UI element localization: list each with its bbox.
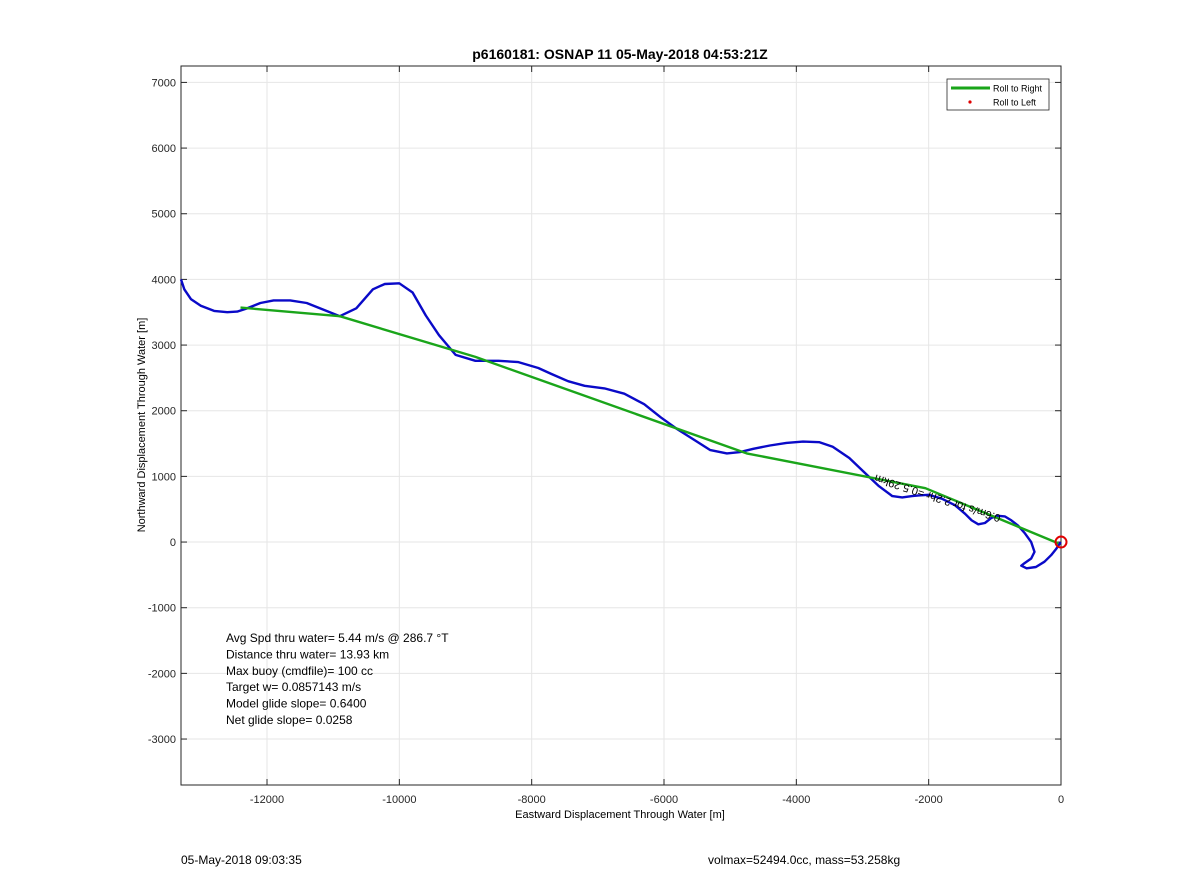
y-axis-label: Northward Displacement Through Water [m] [136,318,148,533]
series-roll-right-line [240,306,1059,545]
footer-timestamp: 05-May-2018 09:03:35 [181,853,302,867]
x-tick-label: -2000 [915,794,943,806]
y-tick-label: 1000 [152,471,176,483]
x-tick-label: -8000 [518,794,546,806]
stats-annotations: Avg Spd thru water= 5.44 m/s @ 286.7 °T D… [226,631,449,727]
y-tick-label: 3000 [152,340,176,352]
legend-swatch-dot [968,100,972,104]
legend-label: Roll to Left [993,98,1037,108]
x-tick-label: -6000 [650,794,678,806]
y-tick-label: 2000 [152,406,176,418]
y-tick-label: 6000 [152,143,176,155]
annotation-line: Model glide slope= 0.6400 [226,697,367,711]
x-tick-label: -4000 [782,794,810,806]
y-tick-label: 4000 [152,274,176,286]
y-tick-label: -1000 [148,603,176,615]
legend-box [946,78,1050,111]
heading-rotated-label: 0.6m/s for 2.2hr =0.5.29km [873,472,1002,524]
grid-lines [181,66,1062,785]
annotation-line: Net glide slope= 0.0258 [226,713,353,727]
axis-ticks: -12000 -10000 -8000 -6000 -4000 -2000 0-3000-2… [148,66,1064,806]
legend-label: Roll to Right [993,84,1043,94]
annotation-line: Max buoy (cmdfile)= 100 cc [226,664,373,678]
y-tick-label: 0 [170,537,176,549]
x-tick-label: -10000 [382,794,416,806]
x-tick-label: 0 [1058,794,1064,806]
plot-area [180,65,1062,786]
y-tick-label: 7000 [152,77,176,89]
start-marker [1054,535,1068,549]
annotation-line: Avg Spd thru water= 5.44 m/s @ 286.7 °T [226,631,449,645]
x-axis-label: Eastward Displacement Through Water [m] [515,809,725,821]
legend: Roll to Right Roll to Left [946,78,1050,111]
chart-title: p6160181: OSNAP 11 05-May-2018 04:53:21Z [472,46,768,62]
y-tick-label: -2000 [148,668,176,680]
footer-volmax-mass: volmax=52494.0cc, mass=53.258kg [708,853,901,867]
x-tick-label: -12000 [250,794,284,806]
series-layer: 0.6m/s for 2.2hr =0.5.29km [179,279,1068,570]
annotation-line: Target w= 0.0857143 m/s [226,680,361,694]
y-tick-label: 5000 [152,209,176,221]
annotation-line: Distance thru water= 13.93 km [226,647,389,661]
y-tick-label: -3000 [148,734,176,746]
